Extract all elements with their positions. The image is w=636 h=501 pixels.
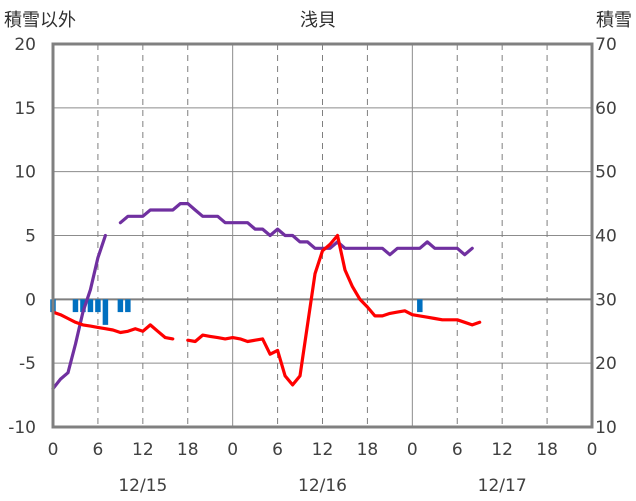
- left-tick-label: 10: [14, 163, 36, 183]
- right-tick-label: 50: [595, 163, 617, 183]
- right-tick-label: 20: [595, 354, 617, 374]
- left-tick-label: 20: [14, 35, 36, 55]
- x-tick-label: 0: [587, 440, 598, 460]
- left-axis-label: 積雪以外: [4, 10, 76, 31]
- x-tick-label: 6: [452, 440, 463, 460]
- date-label: 12/15: [118, 476, 167, 496]
- right-tick-label: 60: [595, 99, 617, 119]
- right-tick-label: 30: [595, 290, 617, 310]
- date-label: 12/16: [298, 476, 347, 496]
- precip-bar: [72, 299, 79, 313]
- precip-bar: [102, 299, 109, 325]
- precip-bar: [117, 299, 124, 313]
- x-tick-label: 6: [272, 440, 283, 460]
- x-tick-label: 12: [491, 440, 513, 460]
- date-label: 12/17: [478, 476, 527, 496]
- precipitation-bars: [50, 299, 423, 325]
- plot-frame: [51, 42, 594, 429]
- precip-bar: [417, 299, 423, 313]
- snow-depth-line: [118, 202, 474, 257]
- x-tick-label: 12: [132, 440, 154, 460]
- left-tick-label: 5: [25, 227, 36, 247]
- x-tick-label: 6: [93, 440, 104, 460]
- right-axis-label: 積雪: [596, 10, 632, 31]
- series-lines: [51, 202, 482, 391]
- left-tick-label: -10: [8, 418, 36, 438]
- precip-bar: [95, 299, 101, 313]
- right-tick-label: 40: [595, 227, 617, 247]
- chart-title: 浅貝: [300, 10, 336, 31]
- precip-bar: [80, 299, 86, 313]
- plot-border: [51, 42, 594, 429]
- x-tick-label: 0: [227, 440, 238, 460]
- snow-depth-line: [51, 233, 107, 391]
- right-tick-label: 10: [595, 418, 617, 438]
- x-tick-label: 18: [357, 440, 379, 460]
- left-tick-label: -5: [19, 354, 36, 374]
- left-tick-label: 15: [14, 99, 36, 119]
- x-tick-label: 0: [407, 440, 418, 460]
- x-tick-label: 12: [312, 440, 334, 460]
- x-tick-label: 18: [536, 440, 558, 460]
- right-tick-label: 70: [595, 35, 617, 55]
- temperature-line: [186, 233, 482, 387]
- temperature-line: [51, 310, 175, 341]
- x-tick-label: 18: [177, 440, 199, 460]
- precip-bar: [125, 299, 131, 313]
- left-tick-label: 0: [25, 290, 36, 310]
- precip-bar: [87, 299, 94, 313]
- grid: [53, 43, 592, 428]
- x-tick-label: 0: [48, 440, 59, 460]
